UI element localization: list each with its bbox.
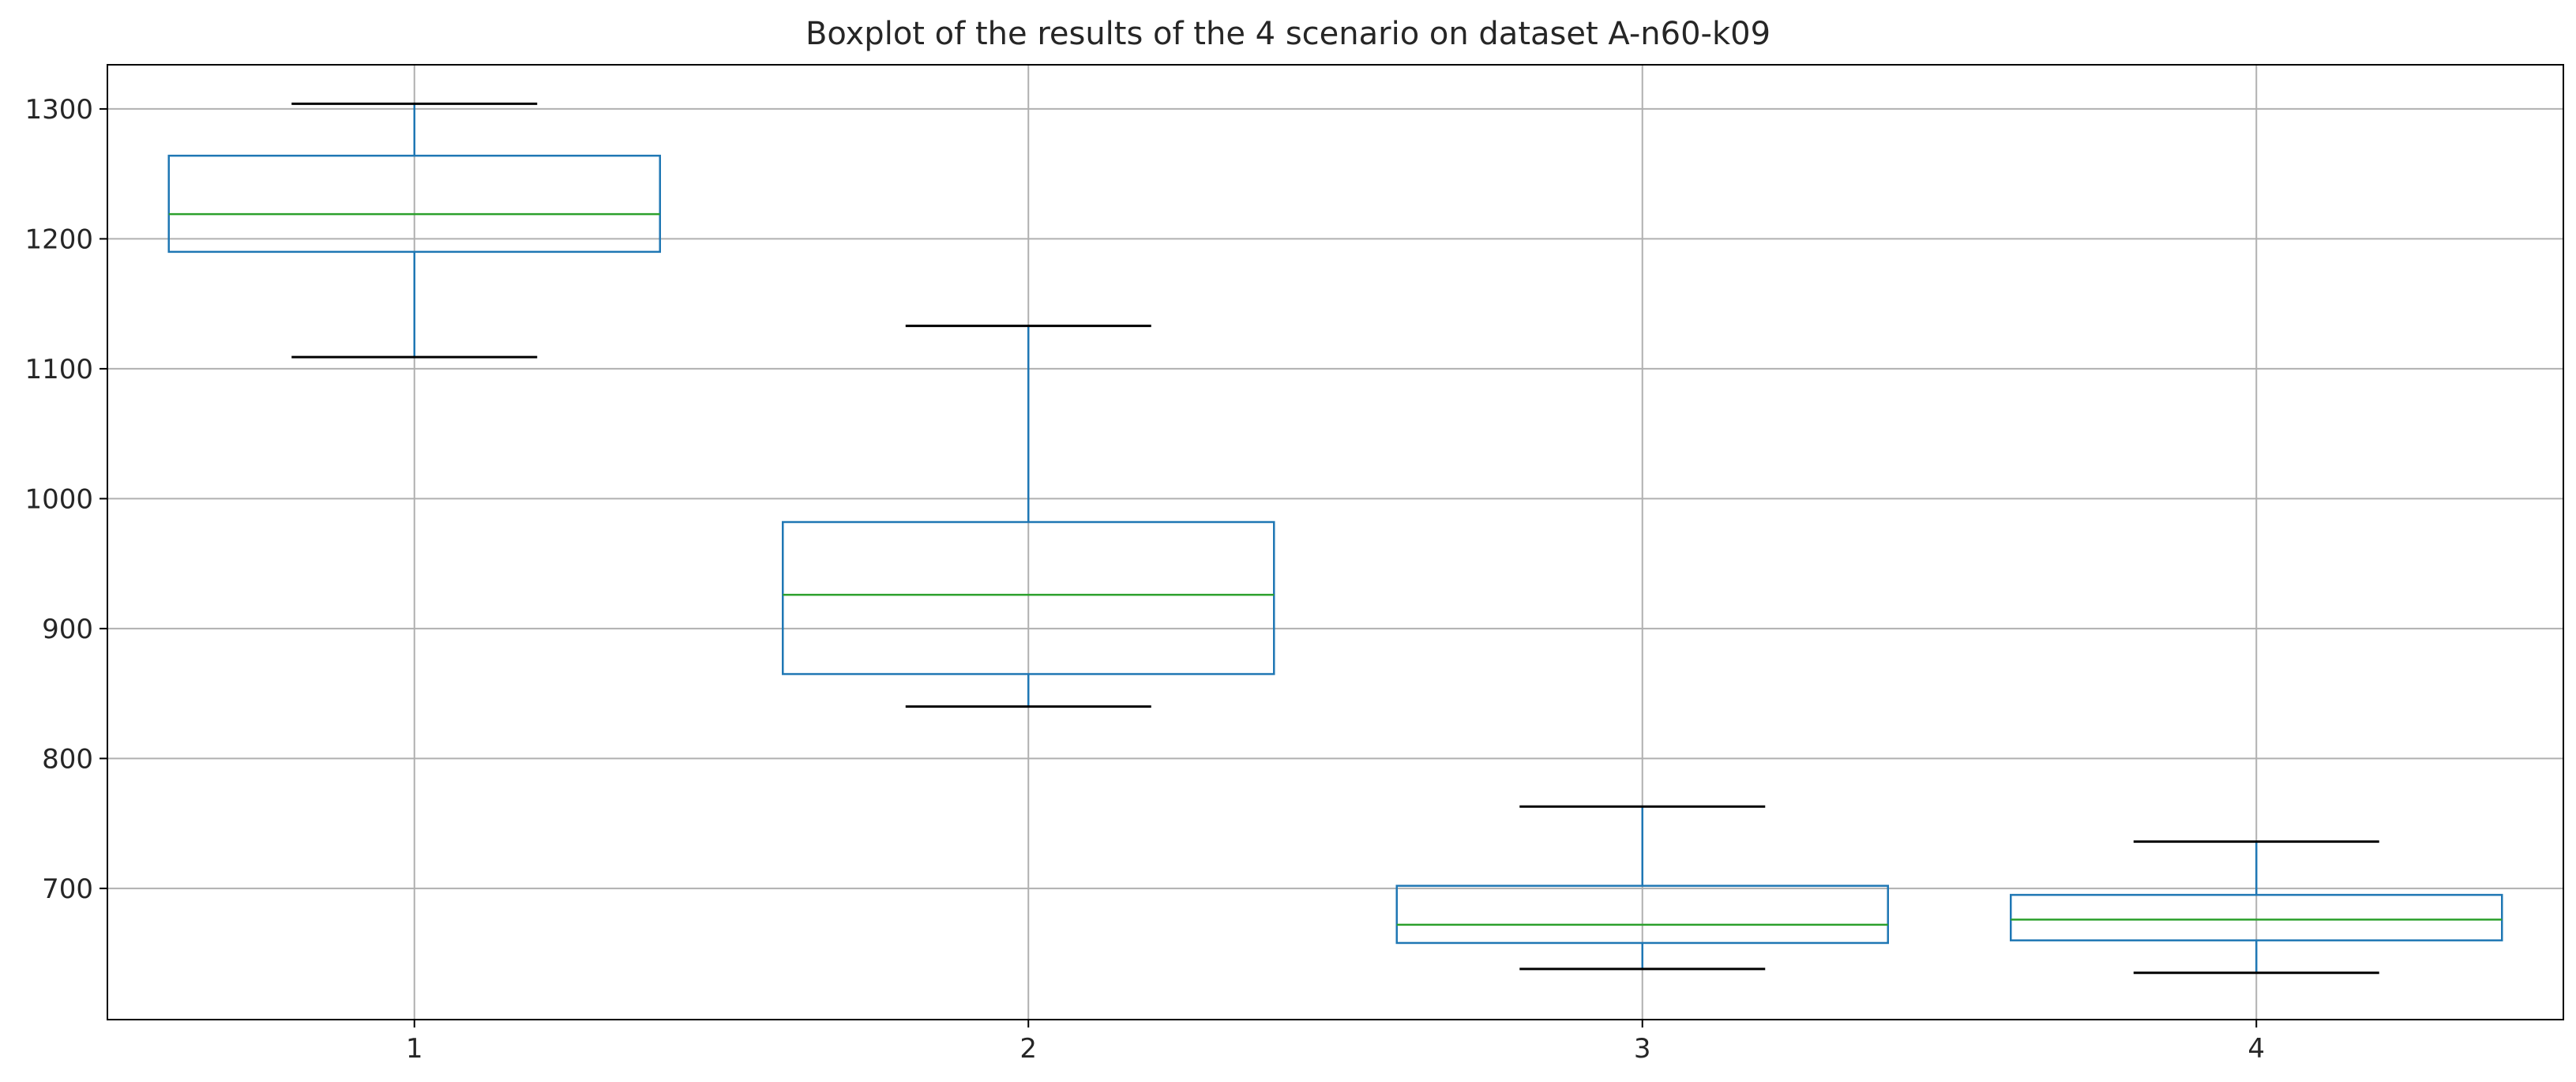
- axes-frame: [107, 64, 2564, 1020]
- box-iqr: [2010, 893, 2503, 941]
- y-axis: 700 800 900 1000 1100 1200 1300: [24, 94, 107, 905]
- box-group-4: [2010, 840, 2503, 975]
- y-tick-label: 1300: [24, 94, 93, 126]
- x-tick-label: 1: [406, 1033, 423, 1065]
- y-tick-label: 800: [42, 743, 93, 775]
- box-iqr: [1395, 885, 1889, 945]
- box-iqr: [167, 154, 661, 254]
- y-tick-label: 1100: [24, 354, 93, 385]
- box-iqr: [782, 520, 1275, 675]
- x-tick-label: 3: [1634, 1033, 1651, 1065]
- grid-lines: [107, 65, 2563, 1020]
- y-tick-label: 1200: [24, 224, 93, 255]
- box-group-3: [1395, 805, 1889, 971]
- x-tick-label: 4: [2247, 1033, 2265, 1065]
- chart-title: Boxplot of the results of the 4 scenario…: [805, 16, 1771, 52]
- y-tick-label: 700: [42, 873, 93, 905]
- boxes: [167, 102, 2503, 975]
- y-tick-label: 900: [42, 614, 93, 645]
- box-group-1: [167, 102, 661, 359]
- x-axis: 1 2 3 4: [406, 1020, 2265, 1065]
- x-tick-label: 2: [1020, 1033, 1037, 1065]
- y-tick-label: 1000: [24, 483, 93, 515]
- box-group-2: [782, 325, 1275, 708]
